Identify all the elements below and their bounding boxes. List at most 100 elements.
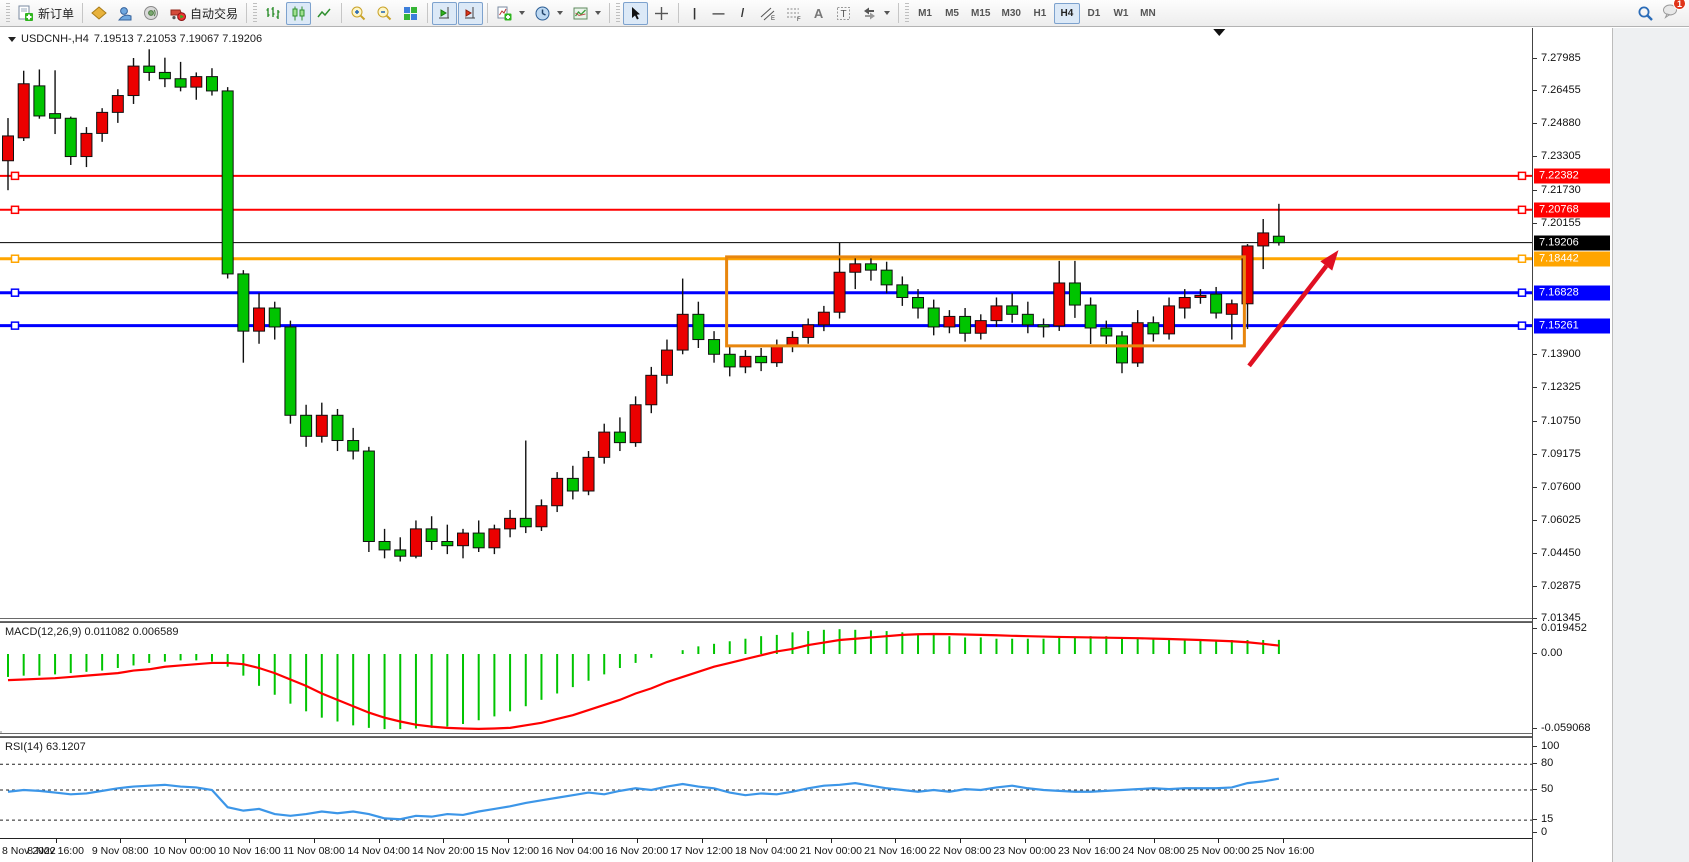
time-tick-mark: [378, 839, 380, 843]
trend-arrow-head: [1320, 250, 1339, 271]
candle: [1068, 282, 1081, 306]
price-tick-label: 7.10750: [1541, 414, 1581, 427]
candle: [755, 355, 768, 364]
chart-shift-marker[interactable]: [1213, 29, 1226, 36]
sounds-button[interactable]: [139, 2, 164, 25]
timeframe-bar: M1 M5 M15 M30 H1 H4 D1 W1 MN: [912, 2, 1161, 24]
candle: [2, 135, 14, 162]
line-handle[interactable]: [10, 205, 20, 215]
candle: [1021, 313, 1034, 326]
timeframe-button-m1[interactable]: M1: [912, 3, 938, 24]
axis-tick-mark: [1533, 763, 1537, 765]
line-handle[interactable]: [10, 321, 20, 330]
time-axis[interactable]: 8 Nov 2022 8 Nov 16:00 9 Nov 08:00 10 Nov 0…: [0, 839, 1612, 862]
auto-scroll-button[interactable]: [432, 1, 458, 25]
axis-tick-mark: [1533, 586, 1537, 588]
timeframe-button-w1[interactable]: W1: [1108, 3, 1134, 24]
time-tick-mark: [1024, 839, 1026, 843]
candle: [1115, 335, 1128, 364]
axis-tick-mark: [1533, 832, 1537, 833]
line-handle[interactable]: [1517, 171, 1527, 181]
fibonacci-tool-button[interactable]: F: [781, 2, 806, 25]
text-tool-button[interactable]: A: [807, 2, 830, 25]
panel-splitter[interactable]: [0, 618, 1612, 622]
zoom-out-button[interactable]: [372, 2, 397, 25]
search-icon[interactable]: [1637, 5, 1654, 22]
time-tick-label: 8 Nov 16:00: [27, 845, 84, 857]
time-tick-label: 23 Nov 16:00: [1057, 845, 1121, 857]
periods-button[interactable]: [530, 2, 567, 25]
line-chart-button[interactable]: [312, 2, 337, 25]
cursor-tool-button[interactable]: [623, 1, 649, 25]
zoom-in-button[interactable]: [346, 2, 371, 25]
vertical-line-tool-button[interactable]: |: [683, 2, 706, 25]
timeframe-button-h1[interactable]: H1: [1027, 3, 1053, 24]
main-price-chart[interactable]: [0, 28, 1532, 618]
axis-tick-mark: [1533, 819, 1537, 821]
indicators-button[interactable]: [492, 2, 529, 25]
time-tick-label: 14 Nov 20:00: [411, 845, 475, 857]
time-tick-label: 14 Nov 04:00: [347, 845, 410, 857]
notifications-button[interactable]: 1: [1662, 0, 1686, 24]
chevron-down-icon: [595, 11, 602, 15]
channel-tool-button[interactable]: E: [755, 2, 780, 25]
chart-shift-icon: [465, 6, 476, 18]
timeframe-button-h4[interactable]: H4: [1053, 2, 1080, 24]
macd-indicator-pane[interactable]: [0, 622, 1532, 731]
time-tick-label: 16 Nov 20:00: [605, 845, 669, 857]
separator: [487, 3, 489, 23]
line-handle[interactable]: [1517, 205, 1527, 215]
crosshair-tool-button[interactable]: [649, 2, 674, 25]
candle: [268, 307, 281, 328]
timeframe-button-d1[interactable]: D1: [1081, 3, 1107, 24]
data-window-button[interactable]: [113, 2, 138, 25]
price-tick-label: 7.27985: [1541, 52, 1581, 64]
line-handle[interactable]: [1517, 254, 1527, 263]
autotrading-button[interactable]: 自动交易: [165, 2, 242, 25]
line-handle[interactable]: [1517, 288, 1527, 297]
time-tick-label: 22 Nov 08:00: [928, 845, 992, 857]
speaker-icon: [144, 5, 159, 20]
rsi-indicator-pane[interactable]: [0, 737, 1532, 838]
candle: [1210, 293, 1223, 314]
line-handle[interactable]: [10, 254, 20, 263]
axis-tick-mark: [1533, 519, 1537, 521]
current-price-badge: 7.19206: [1534, 235, 1610, 251]
candle: [943, 315, 956, 328]
auto-scroll-icon: [439, 6, 450, 18]
trend-arrow[interactable]: [1247, 264, 1329, 368]
text-label-tool-button[interactable]: T: [831, 2, 856, 25]
candle: [676, 313, 689, 351]
new-order-button[interactable]: 新订单: [13, 2, 78, 25]
templates-button[interactable]: [568, 2, 605, 25]
candle: [535, 505, 548, 528]
timeframe-button-m30[interactable]: M30: [996, 3, 1025, 24]
timeframe-button-m15[interactable]: M15: [966, 3, 995, 24]
trendline-icon: /: [740, 6, 745, 20]
market-watch-button[interactable]: [87, 2, 112, 25]
arrows-tool-button[interactable]: [857, 2, 894, 25]
bar-chart-button[interactable]: [260, 2, 285, 25]
timeframe-button-m5[interactable]: M5: [939, 3, 965, 24]
line-handle[interactable]: [10, 171, 20, 181]
time-tick-mark: [507, 839, 509, 843]
line-handle[interactable]: [10, 288, 20, 297]
panel-splitter[interactable]: [0, 733, 1612, 737]
chart-shift-button[interactable]: [458, 1, 484, 25]
consolidation-rectangle[interactable]: [725, 255, 1246, 348]
candle: [739, 355, 752, 368]
tile-windows-button[interactable]: [398, 2, 423, 25]
timeframe-button-mn[interactable]: MN: [1135, 3, 1161, 24]
candlestick-chart-button[interactable]: [286, 1, 312, 25]
chart-window: USDCNH-,H4 7.19513 7.21053 7.19067 7.192…: [0, 28, 1689, 862]
price-tick-label: 7.23305: [1541, 150, 1581, 163]
candle: [1272, 235, 1285, 244]
trendline-tool-button[interactable]: /: [731, 2, 754, 25]
axis-tick-mark: [1533, 189, 1537, 191]
candle: [143, 65, 156, 73]
time-tick-mark: [120, 839, 122, 843]
line-handle[interactable]: [1517, 321, 1527, 330]
price-axis[interactable]: 7.27985 7.26455 7.24880 7.23305 7.21730 7.201…: [1532, 28, 1612, 862]
candle: [770, 345, 783, 364]
horizontal-line-tool-button[interactable]: —: [707, 2, 730, 25]
